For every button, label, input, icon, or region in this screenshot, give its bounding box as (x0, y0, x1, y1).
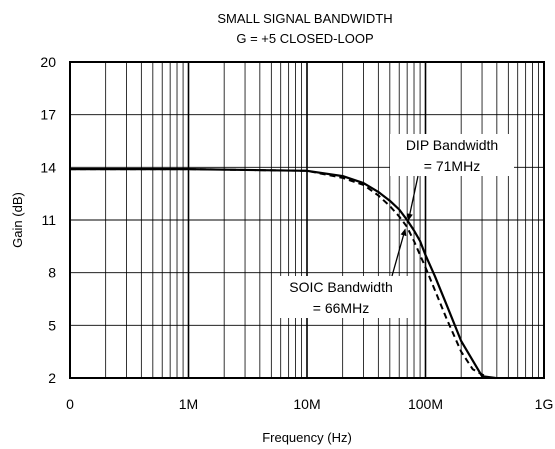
series-lines (70, 168, 496, 380)
y-tick-label: 11 (41, 212, 56, 228)
dashed-series-line (70, 168, 489, 379)
y-tick-label: 2 (48, 370, 56, 386)
dip-annotation: DIP Bandwidth = 71MHz (390, 134, 514, 221)
dip-arrow (406, 175, 419, 221)
soic-annotation-line2: = 66MHz (313, 300, 369, 316)
y-tick-label: 5 (48, 317, 56, 333)
dip-annotation-line1: DIP Bandwidth (406, 137, 498, 153)
y-tick-label: 8 (48, 265, 56, 281)
x-tick-label: 1M (179, 396, 198, 412)
plot-grid (70, 61, 544, 379)
dip-annotation-line2: = 71MHz (424, 158, 480, 174)
y-tick-label: 20 (40, 54, 56, 70)
axis-ticks: 0 1M 10M 100M 1G 2 5 8 11 14 17 20 (40, 54, 553, 412)
plot-frame (69, 61, 545, 379)
y-tick-label: 14 (40, 159, 56, 175)
dip-annotation-bg (390, 134, 514, 176)
soic-annotation-line1: SOIC Bandwidth (289, 279, 393, 295)
x-tick-label: 1G (535, 396, 554, 412)
soic-arrow (391, 228, 407, 277)
y-axis-label: Gain (dB) (10, 192, 25, 248)
x-tick-label: 0 (66, 396, 74, 412)
soic-annotation-bg (272, 276, 410, 318)
chart-title: SMALL SIGNAL BANDWIDTH (217, 11, 392, 26)
solid-series-line (70, 168, 496, 380)
chart-subtitle: G = +5 CLOSED-LOOP (236, 31, 373, 46)
soic-annotation: SOIC Bandwidth = 66MHz (272, 228, 410, 318)
x-tick-label: 100M (408, 396, 443, 412)
x-tick-label: 10M (293, 396, 320, 412)
x-axis-label: Frequency (Hz) (262, 430, 352, 445)
y-tick-label: 17 (40, 107, 56, 123)
